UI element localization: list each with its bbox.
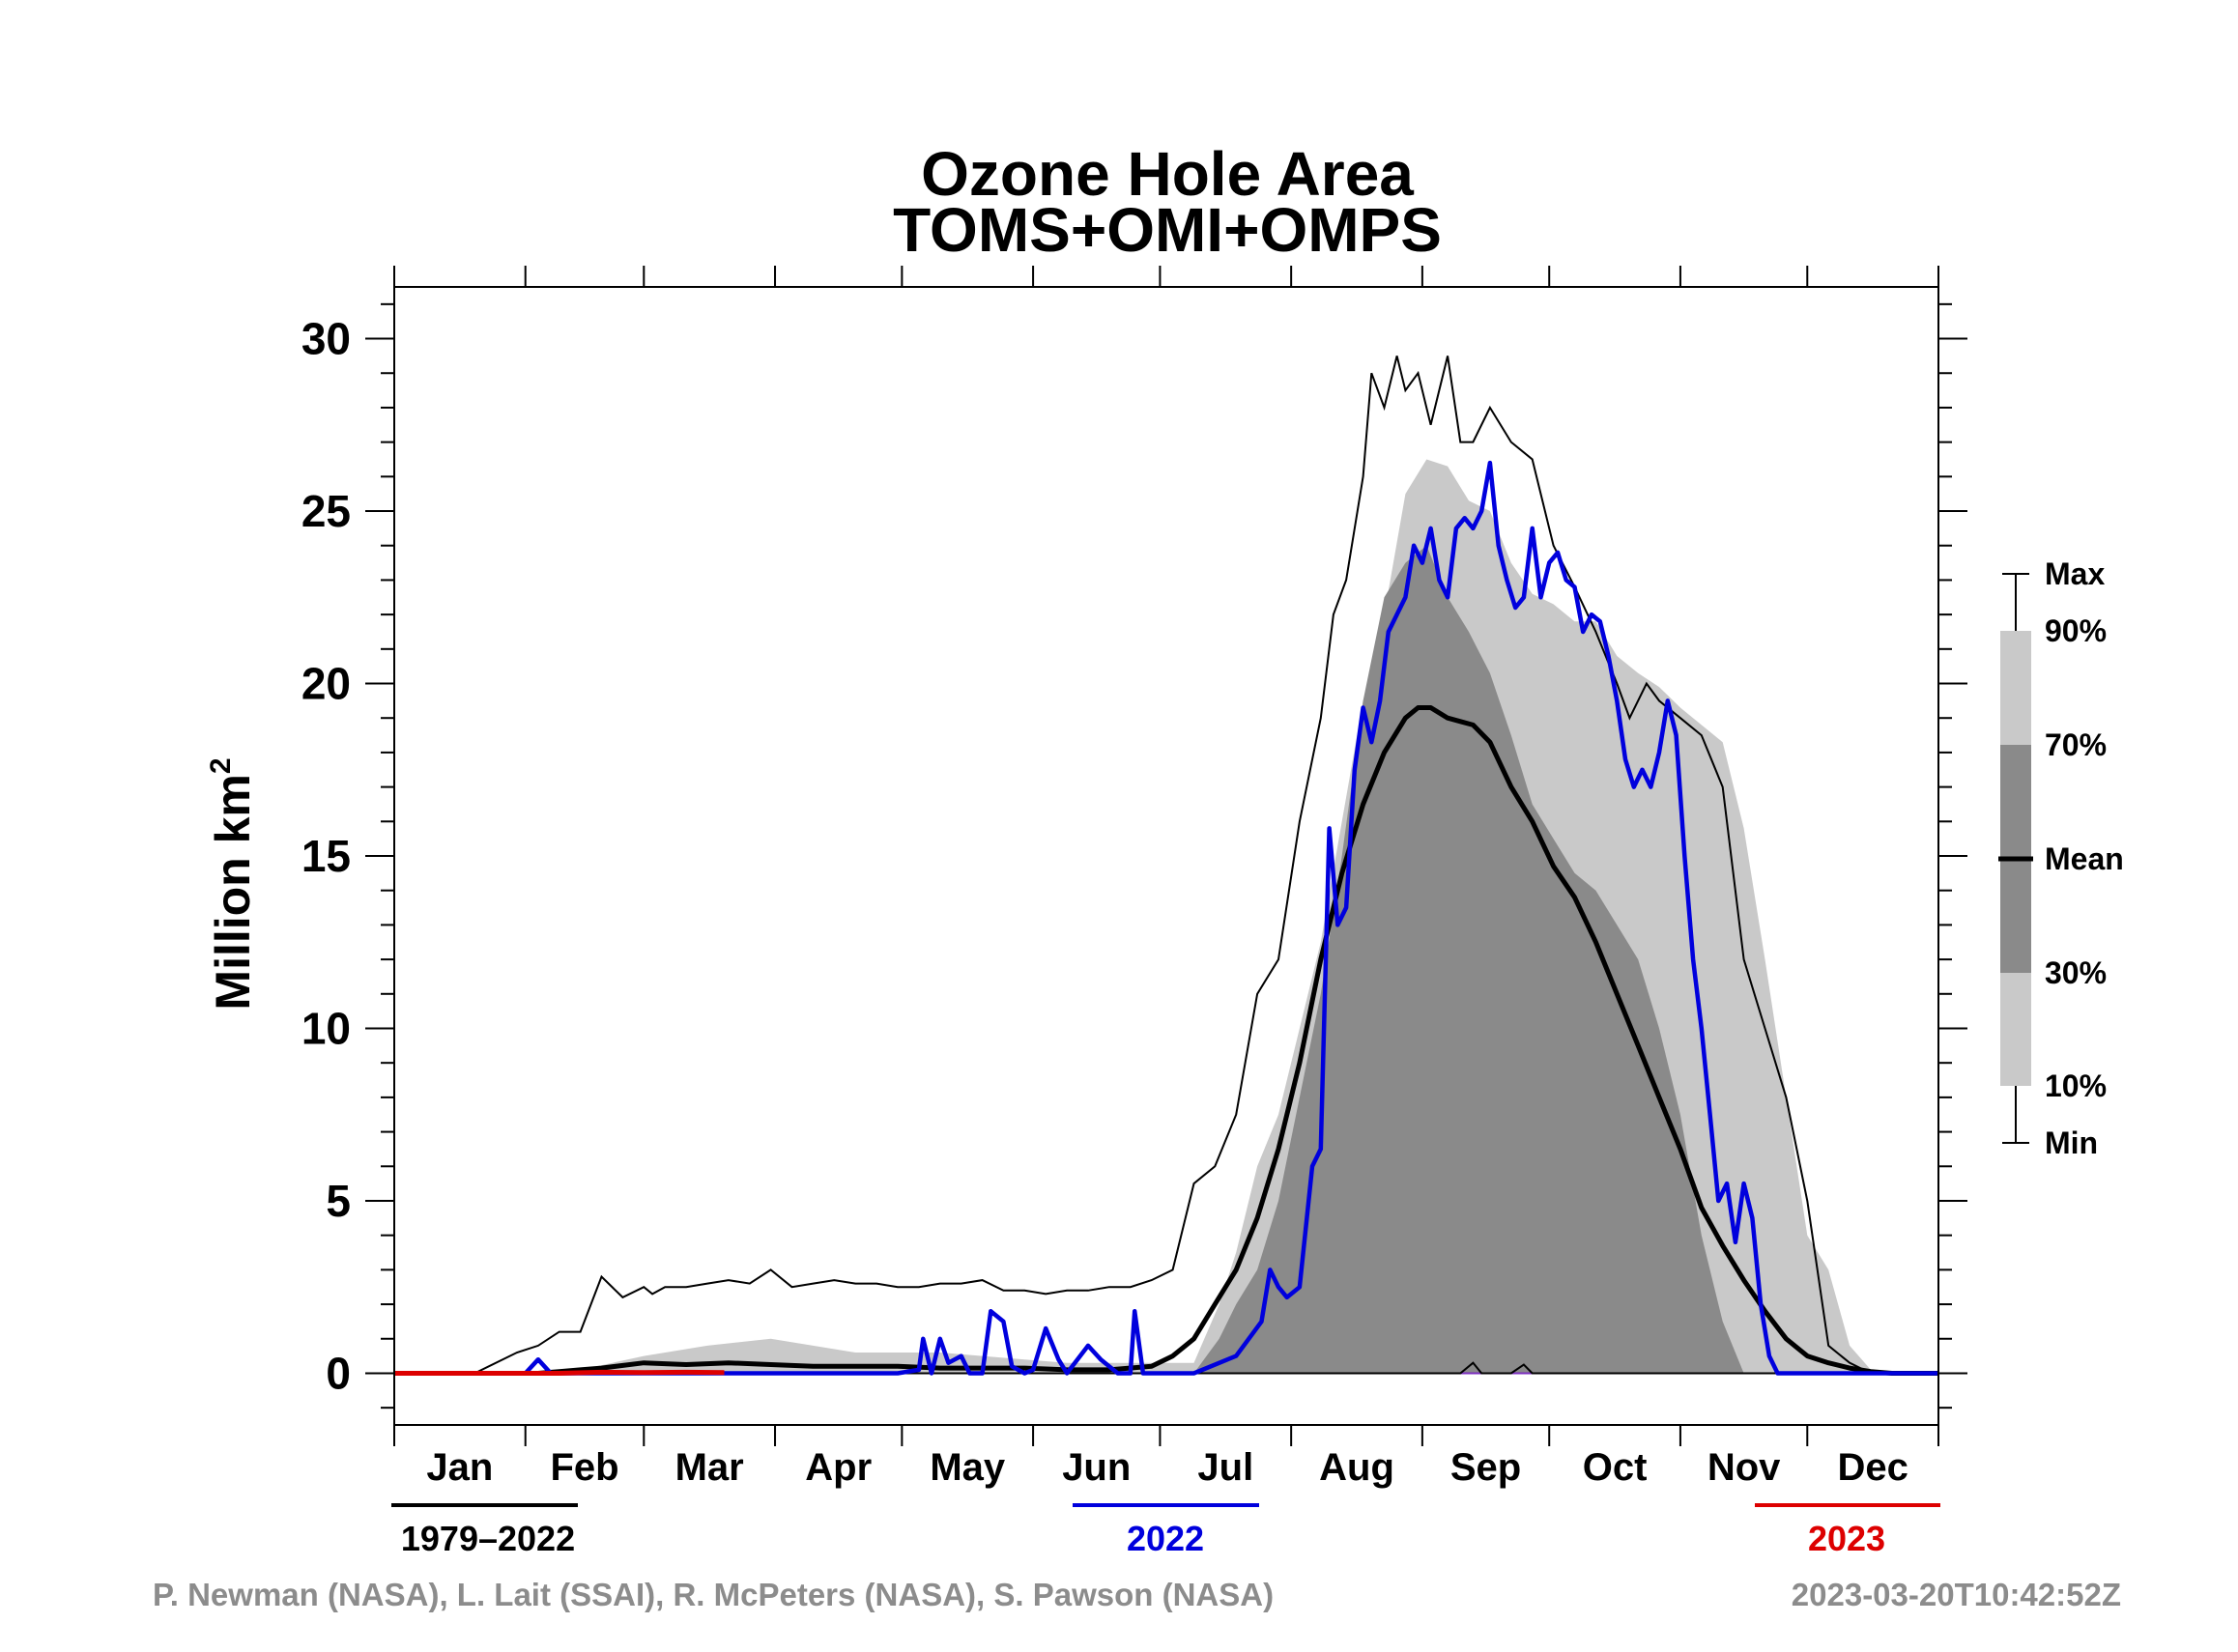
y-axis-label-superscript: 2 <box>205 757 237 774</box>
legend-label-p90: 90% <box>2045 613 2107 648</box>
series-lines <box>394 356 1938 1376</box>
y-tick-label: 5 <box>326 1176 351 1226</box>
legend-label-mean: Mean <box>2045 841 2124 876</box>
legend-label-min: Min <box>2045 1125 2098 1160</box>
percentile-bands <box>394 459 1938 1374</box>
band-30-70 <box>394 545 1938 1374</box>
x-month-label: Jul <box>1197 1446 1253 1489</box>
legend: Max 90% 70% Mean 30% 10% Min <box>1998 556 2124 1160</box>
x-month-label: Mar <box>675 1446 744 1489</box>
x-month-label: Nov <box>1707 1446 1781 1489</box>
x-month-label: Jun <box>1062 1446 1131 1489</box>
y-tick-label: 20 <box>301 659 351 709</box>
x-month-label: Dec <box>1837 1446 1908 1489</box>
period-label-2022: 2022 <box>1127 1519 1204 1558</box>
legend-label-p70: 70% <box>2045 727 2107 762</box>
axes: 0 5 10 15 20 25 30 Jan Feb Mar Apr May Jun Jul Aug Sep O… <box>301 266 1967 1489</box>
timestamp-text: 2023-03-20T10:42:52Z <box>1792 1577 2121 1612</box>
x-month-label: Sep <box>1450 1446 1521 1489</box>
y-tick-label: 25 <box>301 486 351 536</box>
x-month-label: Jan <box>426 1446 493 1489</box>
y-axis-label: Million km2 <box>205 757 260 1010</box>
chart-title: Ozone Hole Area <box>921 139 1414 209</box>
legend-label-p30: 30% <box>2045 955 2107 990</box>
band-10-90 <box>394 459 1938 1374</box>
min-line <box>394 1361 1938 1375</box>
credits-text: P. Newman (NASA), L. Lait (SSAI), R. McP… <box>153 1577 1274 1612</box>
y-tick-label: 15 <box>301 831 351 881</box>
series-2023-line <box>394 1369 725 1376</box>
x-month-label: Apr <box>805 1446 872 1489</box>
y-tick-label: 0 <box>326 1348 351 1398</box>
period-label-climatology: 1979–2022 <box>401 1519 575 1558</box>
legend-label-p10: 10% <box>2045 1068 2107 1103</box>
legend-label-max: Max <box>2045 556 2105 591</box>
period-label-2023: 2023 <box>1808 1519 1885 1558</box>
x-month-label: May <box>930 1446 1006 1489</box>
y-tick-label: 10 <box>301 1003 351 1053</box>
max-line <box>394 356 1938 1375</box>
chart-subtitle: TOMS+OMI+OMPS <box>893 195 1442 265</box>
x-month-label: Aug <box>1319 1446 1394 1489</box>
mean-line <box>394 705 1938 1376</box>
series-2022-line <box>394 460 1938 1376</box>
x-month-label: Feb <box>550 1446 618 1489</box>
x-month-label: Oct <box>1583 1446 1648 1489</box>
y-tick-label: 30 <box>301 314 351 364</box>
